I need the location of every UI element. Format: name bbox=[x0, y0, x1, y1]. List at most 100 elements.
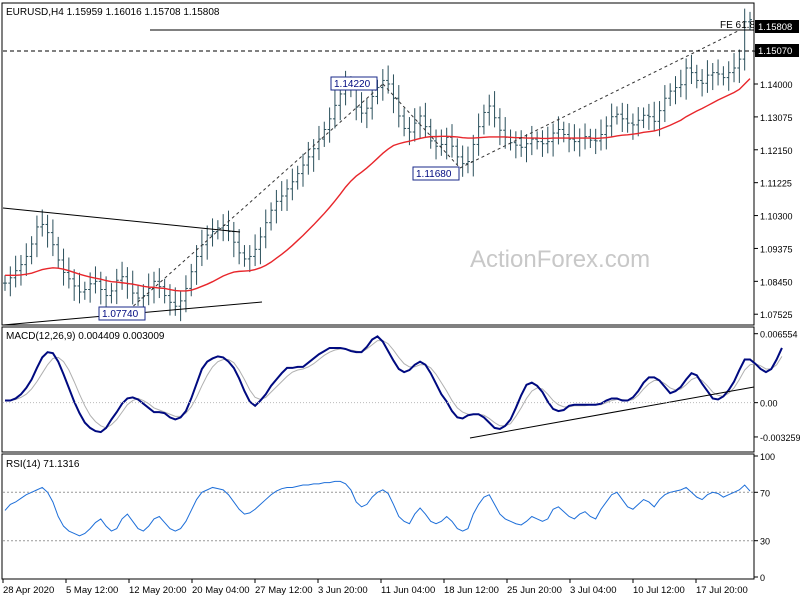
price-bar bbox=[56, 236, 61, 268]
projection-dashed-line bbox=[459, 29, 741, 169]
price-bar bbox=[98, 271, 103, 305]
price-bar bbox=[189, 263, 194, 297]
price-bar bbox=[540, 130, 545, 157]
price-bar bbox=[194, 245, 199, 285]
price-bar bbox=[311, 139, 316, 172]
price-bar bbox=[18, 255, 23, 286]
price-bar bbox=[748, 11, 752, 30]
price-bar bbox=[662, 85, 667, 123]
price-bar bbox=[668, 83, 673, 107]
macd-line bbox=[5, 335, 783, 434]
price-bar bbox=[535, 131, 540, 150]
price-bar bbox=[263, 209, 268, 249]
price-series-layer: FE 61.8 1.14220 1.11680 1.07740 bbox=[2, 8, 755, 326]
price-axis-label: 1.14000 bbox=[760, 80, 793, 90]
price-bar bbox=[396, 85, 401, 128]
price-bar bbox=[551, 123, 556, 157]
price-bar bbox=[444, 127, 449, 160]
time-axis-label: 28 Apr 2020 bbox=[3, 585, 54, 596]
price-bar bbox=[678, 69, 683, 98]
price-bar bbox=[50, 219, 55, 257]
price-axis-label: 1.08450 bbox=[760, 277, 793, 287]
price-bar bbox=[8, 266, 13, 297]
axis-labels-layer: 1.149251.140001.130751.121501.112251.103… bbox=[2, 20, 800, 596]
price-bar bbox=[221, 214, 226, 242]
price-bar bbox=[726, 61, 731, 91]
annotation-bottom-box bbox=[98, 306, 146, 321]
price-bar bbox=[45, 214, 50, 248]
price-bar bbox=[545, 126, 550, 154]
annotation-low-text: 1.11680 bbox=[416, 169, 452, 180]
price-bar bbox=[700, 69, 705, 97]
price-bar bbox=[646, 103, 651, 130]
price-bar bbox=[364, 98, 369, 129]
price-bar bbox=[641, 107, 646, 129]
time-axis-label: 25 Jun 20:00 bbox=[507, 585, 562, 596]
price-bar bbox=[476, 113, 481, 156]
current-price-box bbox=[755, 20, 799, 33]
price-bar bbox=[503, 117, 508, 149]
annotation-bottom: 1.07740 bbox=[98, 306, 146, 321]
price-bar bbox=[402, 108, 407, 137]
time-axis-label: 17 Jul 20:00 bbox=[696, 585, 748, 596]
time-axis-label: 3 Jun 20:00 bbox=[318, 585, 368, 596]
price-bar bbox=[513, 131, 518, 159]
price-panel-frame bbox=[1, 2, 755, 326]
projection-dashed-line bbox=[119, 83, 384, 319]
level-price-marker: 1.15070 bbox=[755, 44, 799, 57]
price-bar bbox=[407, 117, 412, 146]
macd-axis-label: -0.003259 bbox=[760, 433, 800, 443]
price-bar bbox=[104, 276, 109, 307]
watermark: ActionForex.com bbox=[470, 246, 650, 273]
price-bar bbox=[210, 218, 215, 247]
price-bar bbox=[274, 189, 279, 224]
price-bar bbox=[77, 272, 82, 304]
price-bar bbox=[205, 225, 210, 260]
price-bar bbox=[295, 165, 300, 190]
current-price-marker: 1.15808 bbox=[755, 20, 799, 33]
time-axis-label: 20 May 04:00 bbox=[192, 585, 250, 596]
price-bar bbox=[162, 278, 167, 304]
price-axis-label: 1.11225 bbox=[760, 179, 792, 189]
price-bar bbox=[93, 266, 98, 294]
price-bar bbox=[684, 58, 689, 100]
rsi-axis-label: 100 bbox=[760, 452, 775, 462]
price-bar bbox=[29, 236, 34, 265]
price-bar bbox=[508, 129, 513, 151]
price-bar bbox=[391, 74, 396, 114]
rsi-line bbox=[4, 480, 751, 537]
price-bar bbox=[61, 248, 66, 286]
moving-average-line bbox=[5, 78, 751, 292]
price-bar bbox=[694, 64, 699, 89]
price-bar bbox=[226, 210, 231, 242]
price-bar bbox=[247, 245, 252, 273]
price-bar bbox=[279, 181, 284, 211]
price-bar bbox=[130, 270, 135, 305]
annotation-bottom-text: 1.07740 bbox=[102, 309, 139, 320]
time-axis-label: 3 Jul 04:00 bbox=[570, 585, 616, 596]
rsi-axis-label: 70 bbox=[760, 488, 770, 498]
price-bar bbox=[455, 138, 460, 165]
price-axis-label: 1.07525 bbox=[760, 310, 793, 320]
price-bar bbox=[497, 108, 502, 146]
price-bar bbox=[737, 49, 742, 83]
price-bar bbox=[157, 268, 162, 299]
price-bar bbox=[237, 229, 242, 265]
price-bar bbox=[620, 102, 625, 132]
price-bar bbox=[450, 124, 454, 158]
price-bar bbox=[418, 106, 423, 139]
time-axis-label: 11 Jun 04:00 bbox=[381, 585, 435, 596]
macd-signal-line bbox=[5, 340, 783, 429]
macd-trendline bbox=[469, 386, 755, 439]
price-bar bbox=[625, 103, 630, 133]
price-bar bbox=[13, 255, 18, 288]
price-bar bbox=[657, 101, 662, 137]
price-bar bbox=[24, 243, 29, 276]
time-axis-label: 5 May 12:00 bbox=[66, 585, 118, 596]
price-bar bbox=[66, 257, 71, 289]
price-bar bbox=[3, 275, 7, 291]
price-bar bbox=[460, 145, 465, 177]
price-bar bbox=[716, 59, 721, 86]
price-bar bbox=[109, 283, 114, 304]
